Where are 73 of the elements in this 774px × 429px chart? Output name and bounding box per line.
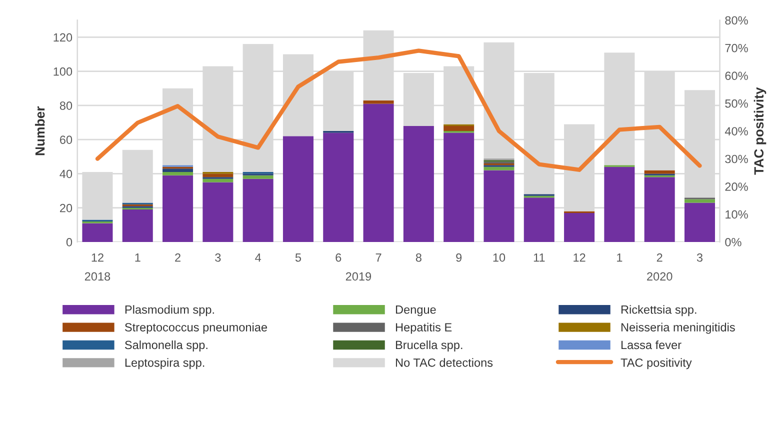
bar	[403, 126, 434, 242]
x-tick-label: 12	[574, 253, 586, 262]
legend-label: Dengue	[396, 306, 436, 316]
bar	[323, 132, 354, 242]
x-tick-label: 8	[416, 253, 422, 262]
y2-tick-label: 60%	[725, 72, 748, 80]
y2-axis-title: TAC positivity	[754, 87, 766, 175]
y2-tick-label: 70%	[725, 44, 748, 52]
y2-tick-label: 40%	[724, 127, 748, 136]
bar	[444, 132, 474, 242]
y2-tick-label: 50%	[725, 99, 748, 108]
y-tick-label: 20	[60, 204, 72, 212]
legend-label: TAC positivity	[620, 358, 692, 370]
bar	[484, 170, 514, 242]
y-tick-label: 120	[54, 33, 72, 42]
text: 2018	[84, 272, 110, 281]
legend-label: Rickettsia spp.	[621, 305, 696, 316]
x-tick-label: 2	[175, 253, 180, 262]
legend-label: Streptococcus pneumoniae	[124, 322, 267, 334]
y2-tick-label: 80%	[725, 16, 748, 25]
bar	[242, 178, 274, 242]
bar	[162, 168, 194, 172]
legend-label: Neisseria meningitidis	[621, 322, 735, 334]
text: 2020	[647, 272, 672, 281]
legend-label: Salmonella spp.	[124, 340, 208, 352]
y-tick-label: 60	[60, 136, 72, 144]
y2-tick-label: 20%	[725, 182, 748, 191]
bar	[162, 172, 194, 176]
x-tick-label: 4	[255, 254, 262, 262]
x-tick-label: 9	[456, 253, 462, 262]
x-tick-label: 3	[696, 253, 703, 262]
y-axis-title: Number	[34, 106, 45, 156]
legend-label: Hepatitis E	[396, 322, 452, 334]
bar	[444, 126, 474, 132]
legend-label: Leptospira spp.	[125, 358, 204, 370]
x-tick-label: 1	[135, 254, 140, 262]
x-tick-label: 1	[617, 254, 622, 262]
x-tick-label: 10	[493, 253, 506, 262]
bar	[684, 202, 715, 242]
bar	[282, 136, 314, 242]
bar	[242, 175, 274, 179]
bar	[122, 210, 153, 242]
bar	[82, 223, 113, 242]
bar	[604, 166, 635, 242]
y-tick-label: 40	[60, 170, 72, 178]
bar	[564, 212, 595, 242]
bar	[202, 174, 234, 178]
x-tick-label: 2	[656, 253, 662, 262]
x-tick-label: 7	[376, 254, 382, 262]
y2-tick-label: 0%	[725, 238, 742, 246]
legend-label: Plasmodium spp.	[125, 305, 214, 316]
bar	[524, 198, 554, 242]
bar	[363, 100, 394, 104]
bar	[363, 104, 394, 242]
legend-label: Lassa fever	[621, 340, 682, 350]
x-tick-label: 5	[295, 254, 302, 262]
y-tick-label: 80	[60, 102, 72, 110]
bar	[162, 175, 194, 242]
text: 2019	[346, 272, 372, 281]
bar	[644, 177, 675, 242]
legend-label: No TAC detections	[396, 358, 493, 367]
y2-tick-label: 30%	[725, 154, 748, 164]
bar	[202, 182, 234, 242]
bar	[484, 166, 514, 170]
x-tick-label: 3	[215, 253, 221, 262]
y-tick-label: 0	[66, 238, 72, 246]
y-tick-label: 100	[54, 67, 72, 76]
y2-tick-label: 10%	[726, 210, 748, 219]
x-tick-label: 12	[92, 253, 104, 262]
line-series	[95, 48, 702, 172]
legend-label: Brucella spp.	[396, 340, 462, 352]
x-tick-label: 6	[336, 253, 342, 262]
x-tick-label: 11	[534, 254, 545, 262]
